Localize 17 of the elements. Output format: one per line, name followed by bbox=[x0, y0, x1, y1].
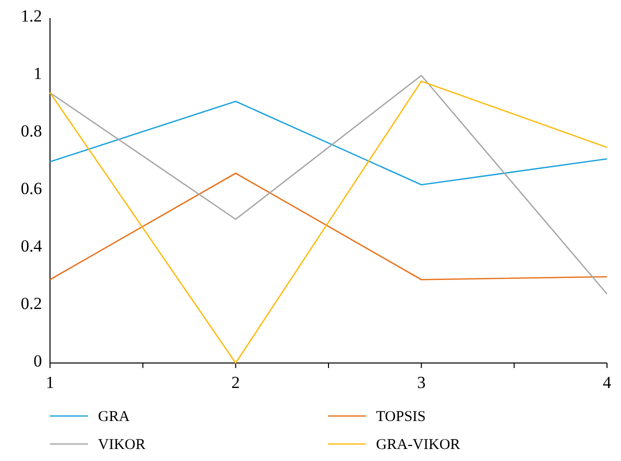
x-tick-label: 2 bbox=[231, 373, 240, 392]
y-tick-label: 0.4 bbox=[20, 236, 42, 256]
y-tick-label: 0.6 bbox=[20, 179, 42, 198]
y-tick-label: 0 bbox=[34, 352, 42, 370]
legend-label: GRA bbox=[98, 409, 130, 425]
legend-label: GRA-VIKOR bbox=[376, 437, 460, 453]
x-tick-label: 4 bbox=[602, 373, 612, 392]
y-tick-label: 1 bbox=[34, 64, 42, 83]
legend-label: VIKOR bbox=[98, 437, 146, 453]
legend-label: TOPSIS bbox=[376, 409, 426, 425]
y-tick-label: 1.2 bbox=[20, 6, 42, 26]
x-tick-label: 3 bbox=[417, 373, 426, 392]
line-series bbox=[49, 74, 608, 295]
x-tick-label: 1 bbox=[46, 373, 54, 392]
line-series bbox=[49, 100, 608, 186]
y-tick-label: 0.8 bbox=[20, 122, 42, 140]
y-tick-label: 0.2 bbox=[20, 294, 42, 313]
